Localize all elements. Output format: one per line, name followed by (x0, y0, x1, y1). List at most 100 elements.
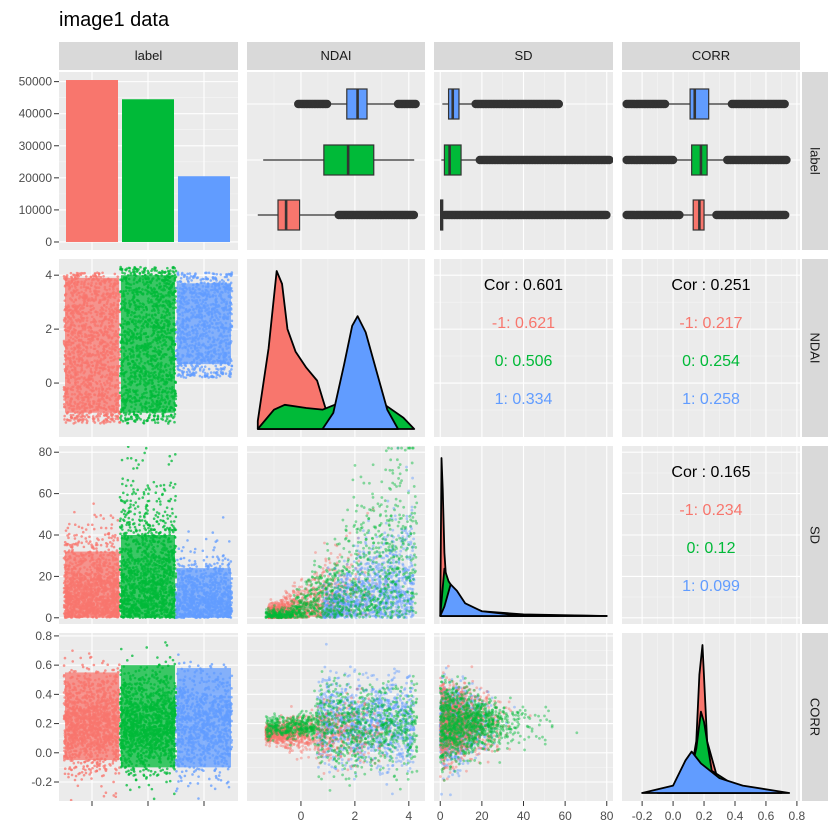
panel-label-sd (434, 72, 613, 250)
box-0 (443, 144, 462, 176)
points--1 (62, 649, 122, 801)
panel-label-ndai (247, 72, 425, 250)
panel-background (622, 259, 800, 437)
strip-top-corr (622, 42, 800, 70)
strip-top-label: CORR (692, 48, 730, 63)
outliers-low (622, 210, 684, 220)
bar-0 (122, 99, 174, 242)
points-1 (174, 653, 234, 800)
panel-marks (66, 80, 230, 242)
corr-group-1: 1: 0.099 (682, 578, 740, 595)
panel-corr-sd (434, 633, 613, 801)
outliers-high (471, 99, 564, 109)
x-tick-label: 60 (558, 809, 572, 823)
y-tick-label: 30000 (19, 139, 53, 153)
outliers-low (622, 99, 670, 109)
panel-ndai-corr: Cor : 0.251 -1: 0.217 0: 0.254 1: 0.258 (622, 259, 800, 437)
corr-group-1: 1: 0.258 (682, 391, 740, 408)
panel-corr-ndai (247, 633, 425, 801)
bar--1 (66, 80, 118, 242)
jitter-band-0 (121, 665, 175, 768)
density-1 (321, 315, 399, 430)
jitter-band--1 (65, 672, 119, 761)
panel-marks (62, 265, 234, 425)
panel-sd-label (59, 446, 238, 624)
panel-marks (257, 88, 420, 231)
panel-marks (438, 664, 579, 797)
corr-group-0: 0: 0.506 (495, 353, 553, 370)
y-tick-label: 0 (45, 235, 52, 249)
scatter-1 (438, 666, 516, 797)
outliers-high (727, 99, 789, 109)
y-tick-label: 0.6 (35, 658, 52, 672)
strip-labels: label NDAI SD CORR label NDAI SD CORR (59, 42, 828, 801)
outliers-low (622, 155, 678, 165)
x-tick-label: 0.4 (727, 809, 744, 823)
strip-right-ndai (802, 259, 828, 437)
panel-marks (264, 446, 419, 620)
y-tick-label: 4 (45, 268, 52, 282)
panel-marks: Cor : 0.165 -1: 0.234 0: 0.12 1: 0.099 (671, 464, 750, 595)
outliers-high (334, 210, 419, 220)
strip-right-label: CORR (808, 698, 823, 736)
corr-group-0: 0: 0.254 (682, 353, 740, 370)
panel-ndai-label (59, 259, 238, 437)
panel-background (247, 633, 425, 801)
panel-sd-corr: Cor : 0.165 -1: 0.234 0: 0.12 1: 0.099 (622, 446, 800, 624)
points-1 (174, 516, 234, 620)
y-tick-label: 20 (39, 569, 53, 583)
strip-top-ndai (247, 42, 425, 70)
strip-right-label: NDAI (808, 332, 823, 363)
x-tick-label: 0.0 (665, 809, 682, 823)
outliers-high (440, 210, 611, 220)
scatter--1 (438, 664, 532, 782)
x-tick-label: 80 (600, 809, 614, 823)
x-tick-label: 0.6 (758, 809, 775, 823)
bar-1 (178, 176, 230, 242)
panel-corr-label (59, 633, 238, 801)
y-tick-label: 2 (45, 322, 52, 336)
y-tick-label: 0.0 (35, 746, 52, 760)
panel-label-label (59, 72, 238, 250)
y-tick-label: 40 (39, 528, 53, 542)
outliers-high (475, 155, 613, 165)
panel-ndai-sd: Cor : 0.601 -1: 0.621 0: 0.506 1: 0.334 (434, 259, 613, 437)
panel-marks (439, 88, 613, 231)
x-tick-label: 40 (517, 809, 531, 823)
outliers-high (393, 99, 420, 109)
x-tick-label: -0.2 (632, 809, 653, 823)
y-tick-label: 0.2 (35, 717, 52, 731)
strip-top-sd (434, 42, 613, 70)
panel-label-corr (622, 72, 800, 250)
panel-ndai-ndai (247, 259, 425, 437)
density-1 (641, 750, 791, 794)
y-tick-label: 60 (39, 487, 53, 501)
box--1 (277, 199, 301, 231)
corr-group--1: -1: 0.234 (679, 502, 742, 519)
panel-corr-corr (622, 633, 800, 801)
points-0 (118, 641, 178, 801)
corr-group--1: -1: 0.217 (679, 315, 742, 332)
jitter-band-0 (121, 275, 175, 413)
x-tick-label: 0.2 (696, 809, 713, 823)
strip-top-label: label (135, 48, 163, 63)
y-tick-label: 0 (45, 611, 52, 625)
y-tick-label: 80 (39, 445, 53, 459)
points--1 (62, 502, 122, 619)
corr-total: Cor : 0.251 (671, 277, 750, 294)
y-tick-label: -0.2 (31, 775, 52, 789)
points-0 (118, 265, 178, 425)
y-tick-label: 20000 (19, 171, 53, 185)
panel-marks (641, 644, 791, 794)
strip-right-label: SD (808, 526, 823, 544)
y-tick-label: 10000 (19, 203, 53, 217)
outliers-high (712, 210, 790, 220)
chart-title: image1 data (59, 9, 170, 31)
y-tick-label: 0 (45, 376, 52, 390)
points-0 (118, 446, 178, 620)
panel-marks (439, 457, 608, 617)
scatter-0 (264, 670, 419, 792)
panel-marks: Cor : 0.601 -1: 0.621 0: 0.506 1: 0.334 (484, 277, 563, 408)
